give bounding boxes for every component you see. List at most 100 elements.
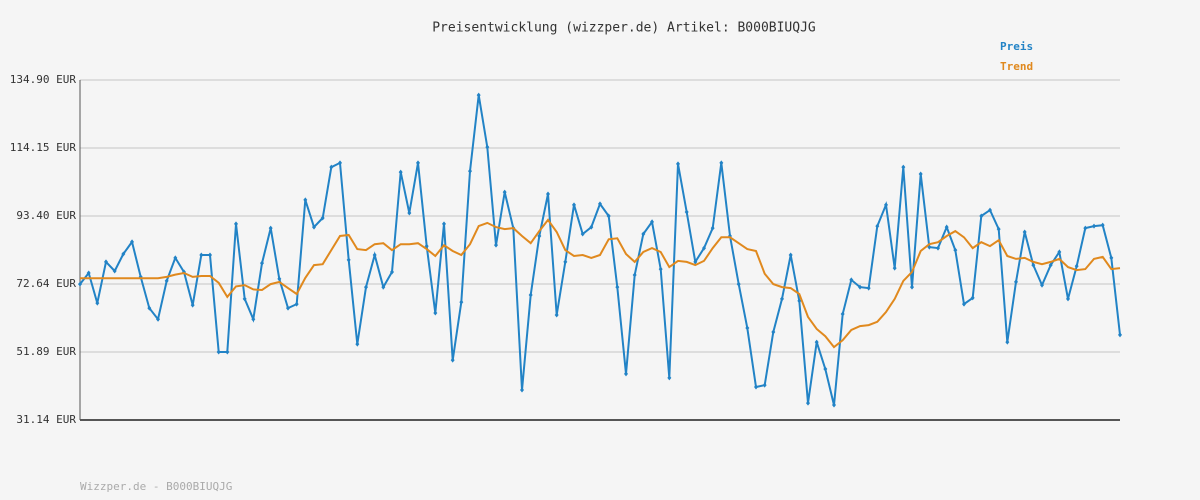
point-marker <box>364 284 368 290</box>
y-tick-label: 31.14 EUR <box>16 413 76 426</box>
point-marker <box>988 207 992 213</box>
point-marker <box>901 164 906 170</box>
point-marker <box>797 298 802 304</box>
point-marker <box>1022 229 1027 235</box>
point-marker <box>1092 223 1096 229</box>
point-marker <box>329 164 334 170</box>
point-marker <box>546 191 550 197</box>
series-line <box>80 218 1121 349</box>
point-marker <box>589 224 594 230</box>
point-marker <box>1048 262 1053 268</box>
point-marker <box>372 252 377 258</box>
point-marker <box>719 160 724 166</box>
point-marker <box>234 221 238 227</box>
point-marker <box>225 349 230 355</box>
point-marker <box>303 197 308 203</box>
point-marker <box>780 296 784 302</box>
point-marker <box>1109 255 1114 261</box>
point-marker <box>996 226 1001 232</box>
point-marker <box>476 92 481 98</box>
point-marker <box>806 400 810 406</box>
point-marker <box>762 382 767 388</box>
point-marker <box>199 252 204 258</box>
point-marker <box>875 223 880 229</box>
point-marker <box>745 325 750 331</box>
point-marker <box>736 281 741 287</box>
point-marker <box>754 384 758 390</box>
point-marker <box>702 245 706 251</box>
point-marker <box>312 224 316 230</box>
y-tick-label: 134.90 EUR <box>10 73 77 86</box>
point-marker <box>572 202 576 208</box>
point-marker <box>1100 222 1105 228</box>
point-marker <box>944 224 949 230</box>
point-marker <box>615 284 620 290</box>
point-marker <box>788 252 793 258</box>
point-marker <box>1014 279 1018 285</box>
point-marker <box>242 296 247 302</box>
point-marker <box>86 270 91 276</box>
point-marker <box>910 284 914 290</box>
point-marker <box>962 301 966 307</box>
point-marker <box>277 276 282 282</box>
point-marker <box>840 311 845 317</box>
point-marker <box>1083 225 1088 231</box>
point-marker <box>121 251 126 257</box>
footer: Wizzper.de - B000BIUQJG <box>80 480 232 493</box>
point-marker <box>164 278 169 284</box>
point-marker <box>866 285 871 291</box>
point-marker <box>251 316 256 322</box>
point-marker <box>381 284 386 290</box>
point-marker <box>1040 282 1044 288</box>
point-marker <box>624 371 628 377</box>
point-marker <box>294 301 299 307</box>
point-marker <box>346 257 351 263</box>
point-marker <box>494 242 498 248</box>
point-marker <box>433 310 438 316</box>
point-marker <box>502 189 507 195</box>
point-marker <box>693 259 698 265</box>
point-marker <box>485 144 490 150</box>
point-marker <box>858 284 862 290</box>
point-marker <box>1057 249 1062 255</box>
point-marker <box>580 231 585 237</box>
point-marker <box>650 219 654 225</box>
point-marker <box>641 231 646 237</box>
point-marker <box>849 277 854 283</box>
point-marker <box>1066 296 1070 302</box>
point-marker <box>563 259 568 265</box>
y-tick-label: 93.40 EUR <box>16 209 76 222</box>
point-marker <box>355 341 360 347</box>
point-marker <box>520 387 524 393</box>
point-marker <box>190 302 195 308</box>
point-marker <box>286 305 290 311</box>
point-marker <box>814 339 819 345</box>
point-marker <box>771 329 776 335</box>
point-marker <box>710 225 715 231</box>
point-marker <box>459 299 464 305</box>
point-marker <box>78 281 82 287</box>
y-tick-label: 114.15 EUR <box>10 141 77 154</box>
point-marker <box>1118 332 1122 338</box>
chart-title: Preisentwicklung (wizzper.de) Artikel: B… <box>432 21 816 36</box>
point-marker <box>892 265 897 271</box>
point-marker <box>173 255 178 261</box>
point-marker <box>450 357 455 363</box>
point-marker <box>676 161 680 167</box>
point-marker <box>554 312 559 318</box>
point-marker <box>598 201 602 207</box>
point-marker <box>970 295 975 301</box>
point-marker <box>320 215 325 221</box>
point-marker <box>1074 263 1079 269</box>
point-marker <box>936 245 940 251</box>
point-marker <box>1005 339 1010 345</box>
point-marker <box>537 233 542 239</box>
point-marker <box>112 268 117 274</box>
point-marker <box>208 252 212 258</box>
legend-label: Trend <box>1000 60 1033 73</box>
point-marker <box>390 269 394 275</box>
point-marker <box>823 366 828 372</box>
point-marker <box>606 213 611 219</box>
